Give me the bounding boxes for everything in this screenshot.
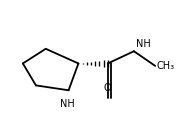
Text: CH₃: CH₃ bbox=[157, 61, 175, 71]
Text: NH: NH bbox=[60, 99, 74, 109]
Text: O: O bbox=[104, 83, 112, 93]
Text: NH: NH bbox=[136, 39, 150, 49]
